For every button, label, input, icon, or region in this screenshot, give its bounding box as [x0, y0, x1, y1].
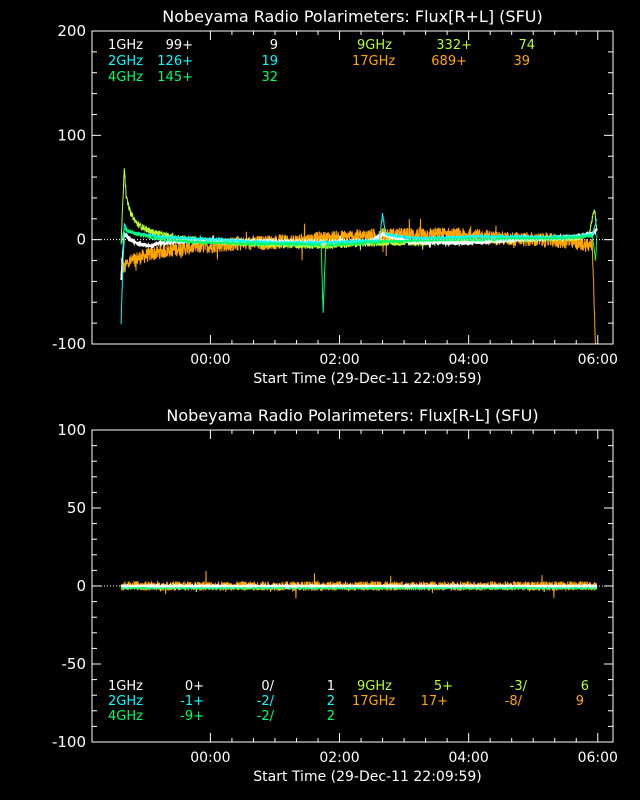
flux-sum-panel: Nobeyama Radio Polarimeters: Flux[R+L] (…: [52, 7, 618, 387]
legend-value: 145+: [157, 70, 193, 85]
legend-value: 332+: [436, 38, 472, 53]
legend-value: 0+: [185, 679, 204, 694]
x-axis-label: Start Time (29-Dec-11 22:09:59): [253, 371, 481, 387]
legend-band-2ghz: 2GHz: [108, 694, 143, 709]
legend-value: 19: [261, 54, 278, 69]
legend-band-17ghz: 17GHz: [352, 694, 395, 709]
legend-band-9ghz: 9GHz: [357, 679, 392, 694]
legend-value: 99+: [166, 38, 193, 53]
series-group: [120, 570, 598, 599]
series-line-4ghz: [120, 227, 598, 313]
x-tick-label: 04:00: [448, 352, 488, 368]
legend-value: -8/: [505, 694, 523, 709]
series-line-2ghz: [120, 212, 598, 325]
x-tick-label: 00:00: [190, 352, 230, 368]
legend-band-4ghz: 4GHz: [108, 70, 143, 85]
chart-title: Nobeyama Radio Polarimeters: Flux[R-L] (…: [166, 406, 538, 425]
legend-value: 5+: [434, 679, 453, 694]
legend-value: 39: [513, 54, 530, 69]
x-axis-label: Start Time (29-Dec-11 22:09:59): [253, 769, 481, 785]
legend-value: 1: [327, 679, 335, 694]
x-tick-label: 04:00: [448, 750, 488, 766]
legend-value: 2: [327, 709, 335, 724]
x-tick-label: 06:00: [578, 352, 618, 368]
legend-band-9ghz: 9GHz: [357, 38, 392, 53]
legend-value: -3/: [510, 679, 528, 694]
x-tick-label: 02:00: [319, 352, 359, 368]
y-tick-label: -50: [62, 655, 87, 673]
x-tick-label: 00:00: [190, 750, 230, 766]
legend-value: 2: [327, 694, 335, 709]
legend-value: -9+: [180, 709, 204, 724]
legend-value: 6: [581, 679, 589, 694]
plot-frame: [91, 30, 614, 345]
legend: 1GHz 0+ 0/1 2GHz -1+ -2/2 4GHz -9+ -2/2 9GHz 5+ -3/…: [108, 679, 589, 724]
y-tick-label: -100: [52, 733, 86, 751]
legend-band-2ghz: 2GHz: [108, 54, 143, 69]
legend-value: 17+: [421, 694, 448, 709]
y-tick-label: 200: [57, 22, 86, 40]
legend-band-1ghz: 1GHz: [108, 679, 143, 694]
legend-value: -1+: [180, 694, 204, 709]
legend: 1GHz 99+ 9 2GHz 126+ 19 4GHz 145+ 32 9GHz 332+ 74 17…: [108, 38, 535, 85]
chart-title: Nobeyama Radio Polarimeters: Flux[R+L] (…: [162, 7, 542, 26]
y-tick-label: 0: [76, 231, 86, 249]
legend-band-17ghz: 17GHz: [352, 54, 395, 69]
legend-value: -2/: [257, 694, 275, 709]
y-tick-label: 50: [67, 499, 86, 517]
legend-value: 126+: [157, 54, 193, 69]
y-tick-label: -100: [52, 335, 86, 353]
legend-band-1ghz: 1GHz: [108, 38, 143, 53]
legend-value: 32: [261, 70, 278, 85]
y-tick-label: 0: [76, 577, 86, 595]
x-tick-label: 06:00: [578, 750, 618, 766]
flux-diff-panel: Nobeyama Radio Polarimeters: Flux[R-L] (…: [52, 406, 618, 785]
y-tick-label: 100: [57, 421, 86, 439]
legend-value: 9: [576, 694, 584, 709]
legend-value: -2/: [257, 709, 275, 724]
legend-band-4ghz: 4GHz: [108, 709, 143, 724]
legend-value: 689+: [431, 54, 467, 69]
series-group: [120, 168, 598, 344]
y-tick-label: 100: [57, 126, 86, 144]
legend-value: 9: [270, 38, 278, 53]
legend-value: 74: [518, 38, 535, 53]
x-tick-label: 02:00: [319, 750, 359, 766]
legend-value: 0/: [261, 679, 274, 694]
